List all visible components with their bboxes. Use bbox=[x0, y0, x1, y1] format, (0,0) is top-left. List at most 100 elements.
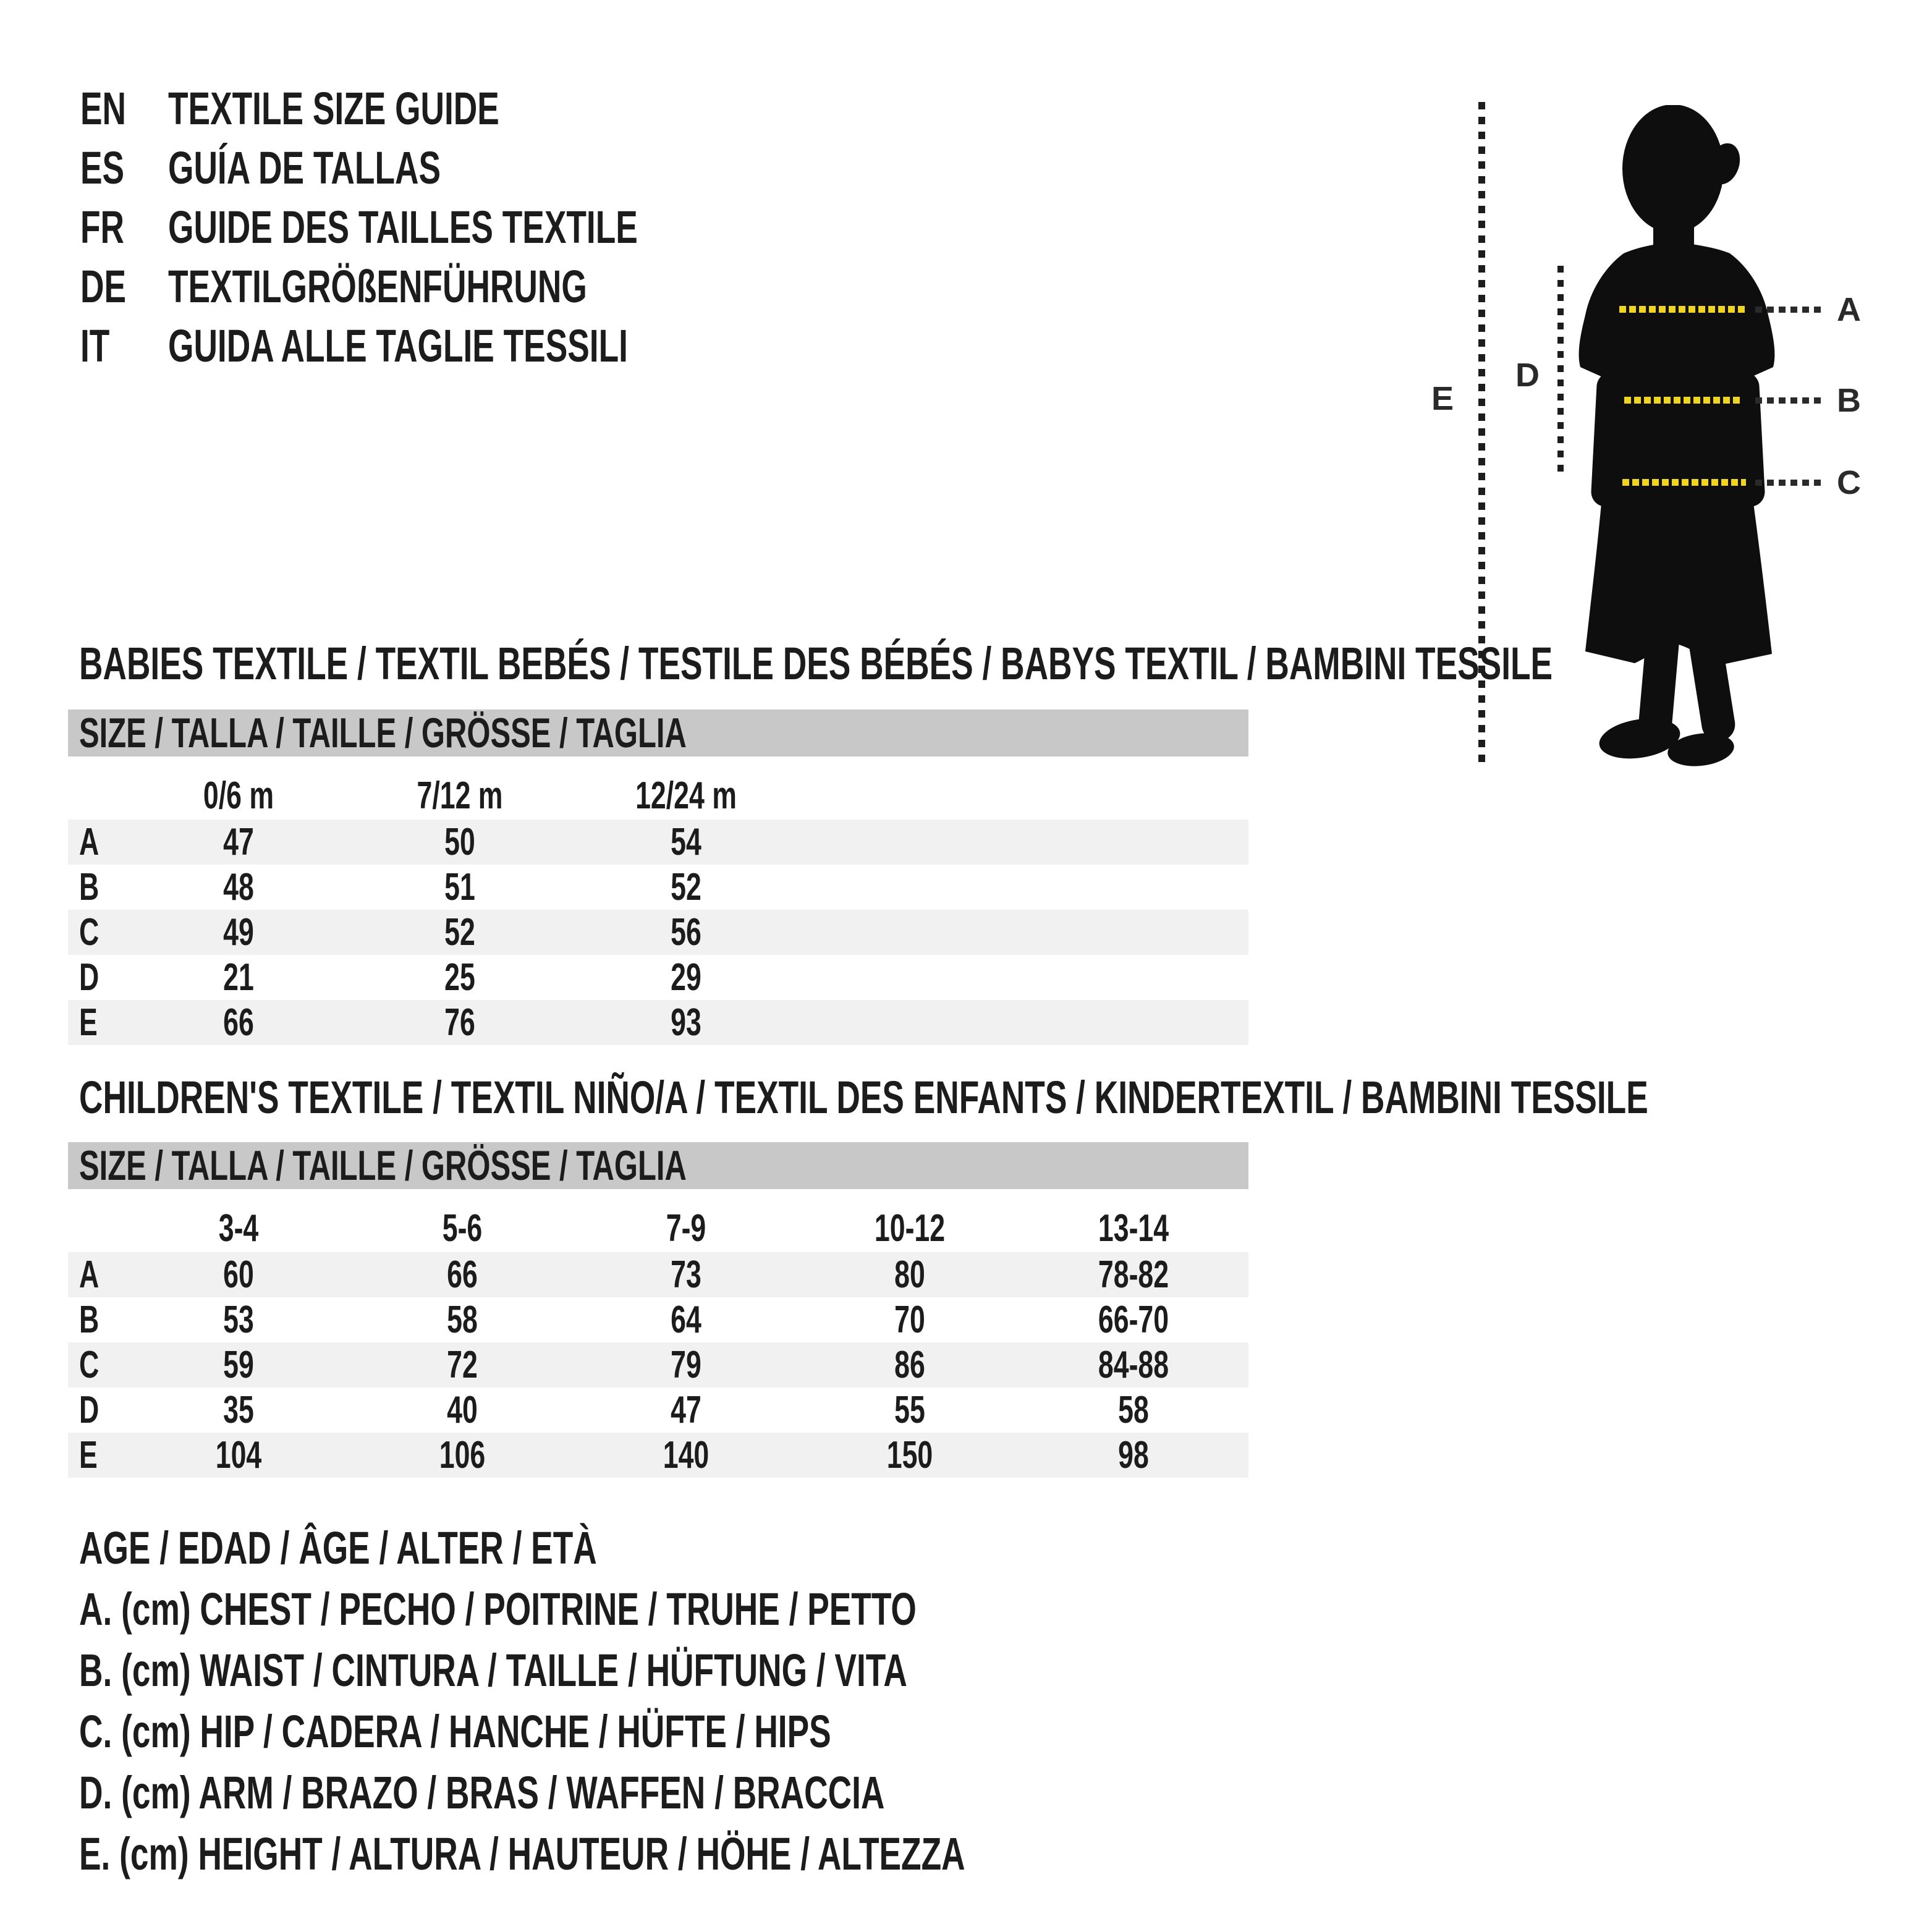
table-cell: 48 bbox=[223, 866, 254, 909]
children-section-title: CHILDREN'S TEXTILE / TEXTIL NIÑO/A / TEX… bbox=[79, 1067, 1932, 1129]
waist-b-dash-dark bbox=[1755, 397, 1823, 404]
row-label: C bbox=[79, 1344, 100, 1386]
row-label: A bbox=[79, 1253, 100, 1296]
column-header: 3-4 bbox=[218, 1207, 259, 1250]
table-cell: 52 bbox=[444, 911, 475, 954]
chest-a-dash-yellow bbox=[1619, 306, 1748, 313]
babies-size-header-text: SIZE / TALLA / TAILLE / GRÖSSE / TAGLIA bbox=[79, 710, 687, 756]
row-label: D bbox=[79, 956, 100, 999]
table-cell: 51 bbox=[444, 866, 475, 909]
lang-title: GUIDE DES TAILLES TEXTILE bbox=[168, 201, 638, 253]
table-cell: 66 bbox=[223, 1001, 254, 1044]
column-header: 7-9 bbox=[666, 1207, 706, 1250]
hip-c-dash-dark bbox=[1755, 480, 1823, 486]
column-header: 0/6 m bbox=[203, 774, 274, 817]
row-label: D bbox=[79, 1389, 100, 1431]
table-cell: 50 bbox=[444, 821, 475, 863]
row-label: C bbox=[79, 911, 100, 954]
table-cell: 49 bbox=[223, 911, 254, 954]
table-cell: 60 bbox=[223, 1253, 254, 1296]
legend-hip: C. (cm) HIP / CADERA / HANCHE / HÜFTE / … bbox=[79, 1701, 1124, 1762]
column-header: 7/12 m bbox=[417, 774, 503, 817]
table-cell: 53 bbox=[223, 1299, 254, 1341]
table-row: C 49 52 56 bbox=[68, 910, 1248, 955]
table-row: A 60 66 73 80 78-82 bbox=[68, 1252, 1248, 1297]
table-cell: 21 bbox=[223, 956, 254, 999]
table-row: E 104 106 140 150 98 bbox=[68, 1433, 1248, 1478]
figure-label-e: E bbox=[1431, 380, 1454, 417]
child-silhouette-figure bbox=[1578, 105, 1775, 766]
column-header: 5-6 bbox=[442, 1207, 483, 1250]
children-section-title-text: CHILDREN'S TEXTILE / TEXTIL NIÑO/A / TEX… bbox=[79, 1072, 1648, 1123]
lang-code: EN bbox=[80, 83, 127, 134]
babies-column-header-row: 0/6 m 7/12 m 12/24 m bbox=[68, 773, 1248, 820]
table-cell: 35 bbox=[223, 1389, 254, 1431]
table-row: A 47 50 54 bbox=[68, 820, 1248, 865]
table-cell: 47 bbox=[223, 821, 254, 863]
lang-title: GUIDA ALLE TAGLIE TESSILI bbox=[168, 320, 628, 371]
legend-age-text: AGE / EDAD / ÂGE / ALTER / ETÀ bbox=[79, 1522, 597, 1574]
table-cell: 47 bbox=[671, 1389, 701, 1431]
legend-waist-text: B. (cm) WAIST / CINTURA / TAILLE / HÜFTU… bbox=[79, 1645, 907, 1696]
table-cell: 66 bbox=[447, 1253, 478, 1296]
legend-height-text: E. (cm) HEIGHT / ALTURA / HAUTEUR / HÖHE… bbox=[79, 1828, 965, 1879]
table-cell: 98 bbox=[1118, 1434, 1149, 1477]
lang-code: FR bbox=[80, 201, 125, 253]
children-size-header-bar: SIZE / TALLA / TAILLE / GRÖSSE / TAGLIA bbox=[68, 1142, 1248, 1189]
column-header: 12/24 m bbox=[635, 774, 737, 817]
children-column-header-row: 3-4 5-6 7-9 10-12 13-14 bbox=[68, 1205, 1248, 1252]
table-cell: 58 bbox=[447, 1299, 478, 1341]
babies-size-header-bar: SIZE / TALLA / TAILLE / GRÖSSE / TAGLIA bbox=[68, 710, 1248, 756]
table-cell: 55 bbox=[894, 1389, 925, 1431]
legend-arm-text: D. (cm) ARM / BRAZO / BRAS / WAFFEN / BR… bbox=[79, 1767, 885, 1818]
lang-code: ES bbox=[80, 142, 125, 193]
height-e-dotted-line bbox=[1478, 102, 1485, 768]
lang-title: TEXTILGRÖßENFÜHRUNG bbox=[168, 261, 587, 312]
row-label: E bbox=[79, 1434, 98, 1477]
table-cell: 25 bbox=[444, 956, 475, 999]
table-row: D 21 25 29 bbox=[68, 955, 1248, 1000]
legend-chest-text: A. (cm) CHEST / PECHO / POITRINE / TRUHE… bbox=[79, 1583, 917, 1635]
table-cell: 70 bbox=[894, 1299, 925, 1341]
figure-label-a: A bbox=[1837, 291, 1861, 328]
lang-code: DE bbox=[80, 261, 127, 312]
table-row: E 66 76 93 bbox=[68, 1000, 1248, 1045]
column-header: 13-14 bbox=[1098, 1207, 1169, 1250]
arm-d-dotted-line bbox=[1557, 266, 1564, 475]
table-cell: 93 bbox=[671, 1001, 701, 1044]
lang-title: TEXTILE SIZE GUIDE bbox=[168, 83, 499, 134]
table-cell: 78-82 bbox=[1098, 1253, 1169, 1296]
table-row: B 53 58 64 70 66-70 bbox=[68, 1297, 1248, 1342]
legend-age: AGE / EDAD / ÂGE / ALTER / ETÀ bbox=[79, 1517, 799, 1578]
table-cell: 52 bbox=[671, 866, 701, 909]
waist-b-dash-yellow bbox=[1624, 397, 1742, 404]
table-cell: 58 bbox=[1118, 1389, 1149, 1431]
row-label: A bbox=[79, 821, 100, 863]
table-row: B 48 51 52 bbox=[68, 865, 1248, 910]
table-cell: 76 bbox=[444, 1001, 475, 1044]
row-label: B bbox=[79, 1299, 100, 1341]
children-size-header-text: SIZE / TALLA / TAILLE / GRÖSSE / TAGLIA bbox=[79, 1142, 687, 1189]
lang-title: GUÍA DE TALLAS bbox=[168, 142, 441, 193]
table-cell: 72 bbox=[447, 1344, 478, 1386]
table-cell: 84-88 bbox=[1098, 1344, 1169, 1386]
table-cell: 140 bbox=[663, 1434, 710, 1477]
table-cell: 104 bbox=[215, 1434, 262, 1477]
table-cell: 80 bbox=[894, 1253, 925, 1296]
legend-arm: D. (cm) ARM / BRAZO / BRAS / WAFFEN / BR… bbox=[79, 1762, 1198, 1823]
table-cell: 150 bbox=[886, 1434, 933, 1477]
table-row: D 35 40 47 55 58 bbox=[68, 1388, 1248, 1433]
legend-waist: B. (cm) WAIST / CINTURA / TAILLE / HÜFTU… bbox=[79, 1640, 1229, 1701]
figure-label-b: B bbox=[1837, 382, 1861, 419]
table-cell: 64 bbox=[671, 1299, 701, 1341]
legend-chest: A. (cm) CHEST / PECHO / POITRINE / TRUHE… bbox=[79, 1578, 1242, 1640]
table-cell: 59 bbox=[223, 1344, 254, 1386]
table-cell: 106 bbox=[439, 1434, 486, 1477]
chest-a-dash-dark bbox=[1755, 307, 1823, 313]
row-label: E bbox=[79, 1001, 98, 1044]
table-cell: 79 bbox=[671, 1344, 701, 1386]
table-row: C 59 72 79 86 84-88 bbox=[68, 1342, 1248, 1388]
table-cell: 86 bbox=[894, 1344, 925, 1386]
table-cell: 29 bbox=[671, 956, 701, 999]
